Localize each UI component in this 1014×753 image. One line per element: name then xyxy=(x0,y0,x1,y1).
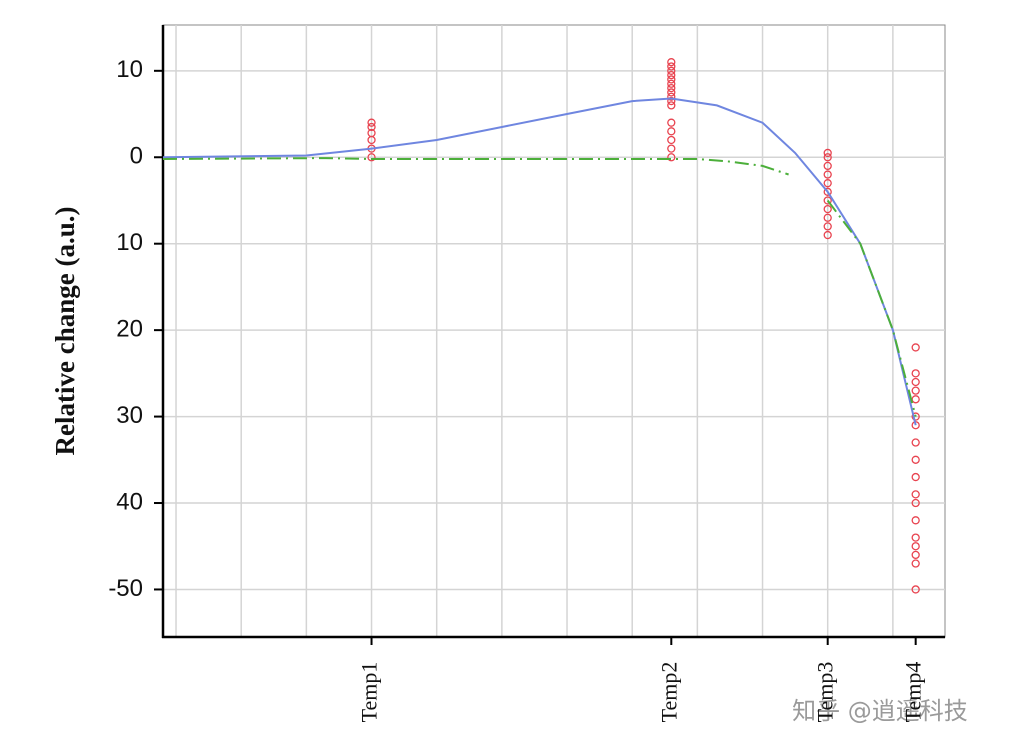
x-tick-label: Temp1 xyxy=(357,662,382,723)
data-point xyxy=(823,204,832,214)
y-tick-label: 20 xyxy=(116,315,143,342)
data-point xyxy=(823,148,832,158)
y-tick-label: 10 xyxy=(116,56,143,83)
data-point xyxy=(911,498,920,508)
data-point xyxy=(911,455,920,464)
x-tick-label: Temp4 xyxy=(901,662,926,723)
data-point xyxy=(823,230,832,240)
data-point xyxy=(911,377,920,387)
data-point xyxy=(667,135,676,145)
data-point xyxy=(911,412,920,421)
y-axis-label: Relative change (a.u.) xyxy=(50,207,80,456)
data-point xyxy=(911,550,920,560)
data-point xyxy=(823,196,832,205)
data-point xyxy=(911,542,920,551)
data-point xyxy=(911,369,920,378)
data-point xyxy=(667,70,676,80)
data-point xyxy=(823,179,832,188)
y-tick-label: -50 xyxy=(108,575,143,602)
data-point xyxy=(667,79,676,88)
data-point xyxy=(667,75,676,84)
fit-line xyxy=(162,157,917,417)
data-point xyxy=(667,127,676,136)
data-point xyxy=(667,118,676,127)
data-point xyxy=(367,128,376,138)
data-point xyxy=(911,585,920,594)
data-point xyxy=(823,222,832,231)
data-point xyxy=(667,88,676,97)
data-point xyxy=(667,62,676,71)
data-point xyxy=(911,490,920,499)
data-point xyxy=(823,187,832,196)
data-point xyxy=(667,83,676,93)
x-tick-label: Temp2 xyxy=(656,662,681,723)
y-tick-label: 30 xyxy=(116,402,143,429)
data-point xyxy=(911,438,920,447)
y-tick-label: 40 xyxy=(116,488,143,515)
y-tick-label: 0 xyxy=(130,143,143,170)
data-point xyxy=(823,153,832,162)
data-point xyxy=(367,153,376,162)
data-point xyxy=(667,92,676,101)
y-tick-label: 10 xyxy=(116,229,143,256)
data-point xyxy=(667,58,676,67)
data-point xyxy=(823,161,832,171)
watermark: 知乎 @逍遥科技 xyxy=(792,697,968,725)
fit-line xyxy=(162,97,917,426)
data-point xyxy=(367,118,376,127)
data-point xyxy=(823,213,832,222)
data-point xyxy=(911,533,920,542)
data-point xyxy=(911,516,920,525)
data-point xyxy=(667,66,676,75)
data-point xyxy=(911,559,920,568)
data-point xyxy=(667,144,676,153)
data-point xyxy=(911,395,920,404)
data-point xyxy=(823,170,832,179)
data-point xyxy=(667,101,676,110)
data-point xyxy=(911,386,920,395)
data-point xyxy=(911,343,920,352)
x-tick-label: Temp3 xyxy=(813,662,838,723)
plot-frame xyxy=(162,24,946,638)
data-point xyxy=(367,122,376,132)
data-point xyxy=(667,153,676,162)
data-point xyxy=(911,472,920,482)
